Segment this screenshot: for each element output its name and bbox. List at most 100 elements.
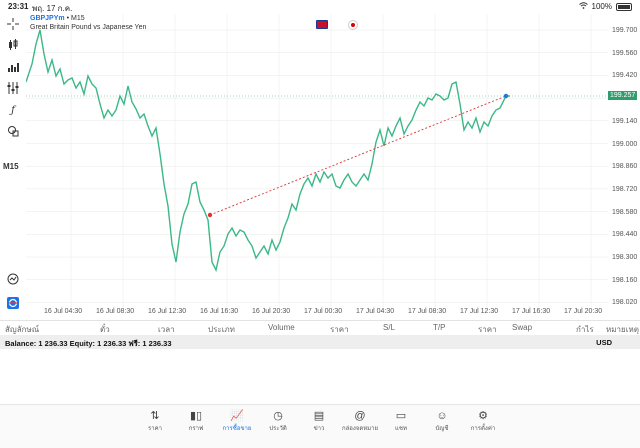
time-tick-label: 16 Jul 12:30	[148, 308, 187, 315]
nav-item-label: การซื้อขาย	[222, 426, 252, 432]
status-bar: 23:31 พฤ. 17 ก.ค. 100%	[0, 0, 640, 14]
price-tick-label: 199.140	[612, 117, 638, 125]
nav-item-label: กล่องจดหมาย	[341, 426, 379, 432]
price-tick-label: 199.420	[612, 72, 638, 80]
chart-type-candles-icon[interactable]	[6, 38, 20, 52]
nav-item-chat[interactable]: ▭ แชท	[381, 409, 421, 433]
time-tick-label: 16 Jul 20:30	[252, 308, 291, 315]
nav-item-label: การตั้งค่า	[470, 426, 496, 432]
time-tick-label: 17 Jul 16:30	[512, 308, 551, 315]
column-header[interactable]: ตั๋ว	[100, 325, 110, 334]
column-header[interactable]: T/P	[433, 323, 446, 332]
crosshair-icon[interactable]	[6, 17, 20, 31]
jpy-flag-icon	[348, 20, 358, 30]
column-header[interactable]: กำไร	[576, 325, 594, 334]
objects-shapes-icon[interactable]	[6, 124, 20, 138]
symbol-description: Great Britain Pound vs Japanese Yen	[30, 24, 147, 31]
nav-item-label: ราคา	[148, 426, 162, 432]
column-header[interactable]: สัญลักษณ์	[5, 325, 40, 334]
nav-item-news[interactable]: ▤ ข่าว	[299, 409, 339, 433]
price-tick-label: 198.580	[612, 208, 638, 216]
symbol-separator: •	[66, 15, 71, 22]
status-right: 100%	[578, 2, 632, 11]
column-header[interactable]: Volume	[268, 323, 295, 332]
column-header[interactable]: Swap	[512, 323, 533, 332]
trade-table-header: สัญลักษณ์ ตั๋ว เวลา ประเภท Volume ราคา S/L T/P ร…	[0, 320, 640, 335]
nav-item-label: แชท	[395, 426, 407, 432]
bottom-navigation: ⇅ ราคา ▮▯ กราฟ 📈 การซื้อขาย ◷ ประวัติ ▤ ข่าว @ กล่อ…	[0, 404, 640, 448]
nav-item-label: กราฟ	[188, 426, 204, 432]
trade-chart-icon: 📈	[230, 410, 244, 422]
time-tick-label: 17 Jul 08:30	[408, 308, 447, 315]
price-line	[26, 29, 510, 273]
wifi-icon	[578, 2, 588, 11]
time-tick-label: 17 Jul 04:30	[356, 308, 395, 315]
gbp-flag-icon	[316, 20, 328, 29]
price-tick-label: 199.700	[612, 27, 638, 34]
price-tick-label: 199.560	[612, 49, 638, 57]
time-tick-label: 17 Jul 00:30	[304, 308, 343, 315]
balance-text: Balance: 1 236.33 Equity: 1 236.33 ฟรี: …	[5, 339, 172, 348]
chart-toolbar: ƒ M15	[0, 14, 26, 317]
timeframe-button[interactable]: M15	[3, 162, 19, 171]
price-chart[interactable]	[26, 14, 608, 307]
nav-item-label: ประวัติ	[269, 426, 287, 432]
swap-arrows-icon: ⇅	[150, 410, 160, 422]
price-tick-label: 199.000	[612, 140, 638, 148]
chart-grid	[26, 14, 608, 307]
time-tick-label: 17 Jul 12:30	[460, 308, 499, 315]
indicators-sliders-icon[interactable]	[6, 81, 20, 95]
nav-item-history[interactable]: ◷ ประวัติ	[258, 409, 298, 433]
symbol-title: GBPJPYm • M15	[30, 15, 85, 22]
price-tick-label: 198.860	[612, 163, 638, 171]
chart-canvas[interactable]	[26, 14, 608, 307]
column-header[interactable]: S/L	[383, 323, 396, 332]
price-tick-label: 198.300	[612, 254, 638, 261]
trend-line	[209, 95, 507, 216]
history-icon: ◷	[273, 410, 283, 422]
battery-icon	[616, 2, 632, 11]
time-tick-label: 16 Jul 08:30	[96, 308, 135, 315]
column-header[interactable]: เวลา	[158, 325, 175, 334]
current-price-tag: 199.257	[608, 91, 638, 100]
symbol-timeframe: M15	[70, 15, 85, 22]
clock: 23:31	[8, 2, 29, 11]
column-header[interactable]: ประเภท	[208, 325, 235, 334]
nav-item-account[interactable]: ☺ บัญชี	[422, 409, 462, 433]
news-icon: ▤	[313, 410, 325, 422]
column-header[interactable]: หมายเหตุ	[606, 325, 639, 334]
settings-icon: ⚙	[478, 410, 488, 422]
currency-flags	[316, 20, 358, 30]
time-tick-label: 16 Jul 04:30	[44, 308, 83, 315]
balance-bar: Balance: 1 236.33 Equity: 1 236.33 ฟรี: …	[0, 335, 640, 349]
broker-logo-icon[interactable]	[6, 296, 20, 310]
candles-icon: ▮▯	[189, 410, 203, 422]
balance-currency: USD	[596, 338, 612, 347]
price-tick-label: 198.160	[612, 276, 638, 284]
battery-percent: 100%	[591, 2, 612, 11]
chat-icon: ▭	[395, 410, 407, 422]
zoom-chart-icon[interactable]	[6, 272, 20, 286]
price-tick-label: 198.720	[612, 185, 638, 193]
price-tick-label: 198.440	[612, 231, 638, 239]
nav-item-trade-chart[interactable]: 📈 การซื้อขาย	[217, 409, 257, 433]
mailbox-icon: @	[354, 410, 366, 422]
nav-item-mailbox[interactable]: @ กล่องจดหมาย	[340, 409, 380, 433]
price-axis: 199.700 199.560 199.420 199.140 199.000 198.8…	[610, 0, 640, 320]
price-tick-label: 198.020	[612, 299, 638, 307]
nav-item-swap-arrows[interactable]: ⇅ ราคา	[135, 409, 175, 433]
symbol-name: GBPJPYm	[30, 15, 65, 22]
nav-item-candles[interactable]: ▮▯ กราฟ	[176, 409, 216, 433]
time-axis: 16 Jul 04:30 16 Jul 08:30 16 Jul 12:30 16 J…	[26, 308, 608, 318]
volume-bars-icon[interactable]	[6, 60, 20, 74]
trend-start-point	[207, 212, 213, 218]
time-tick-label: 16 Jul 16:30	[200, 308, 239, 315]
nav-item-settings[interactable]: ⚙ การตั้งค่า	[463, 409, 503, 433]
nav-item-label: ข่าว	[313, 426, 325, 432]
column-header[interactable]: ราคา	[478, 325, 497, 334]
nav-item-label: บัญชี	[435, 426, 449, 432]
column-header[interactable]: ราคา	[330, 325, 349, 334]
date: พฤ. 17 ก.ค.	[32, 4, 73, 13]
time-tick-label: 17 Jul 20:30	[564, 308, 603, 315]
function-icon[interactable]: ƒ	[11, 104, 15, 116]
